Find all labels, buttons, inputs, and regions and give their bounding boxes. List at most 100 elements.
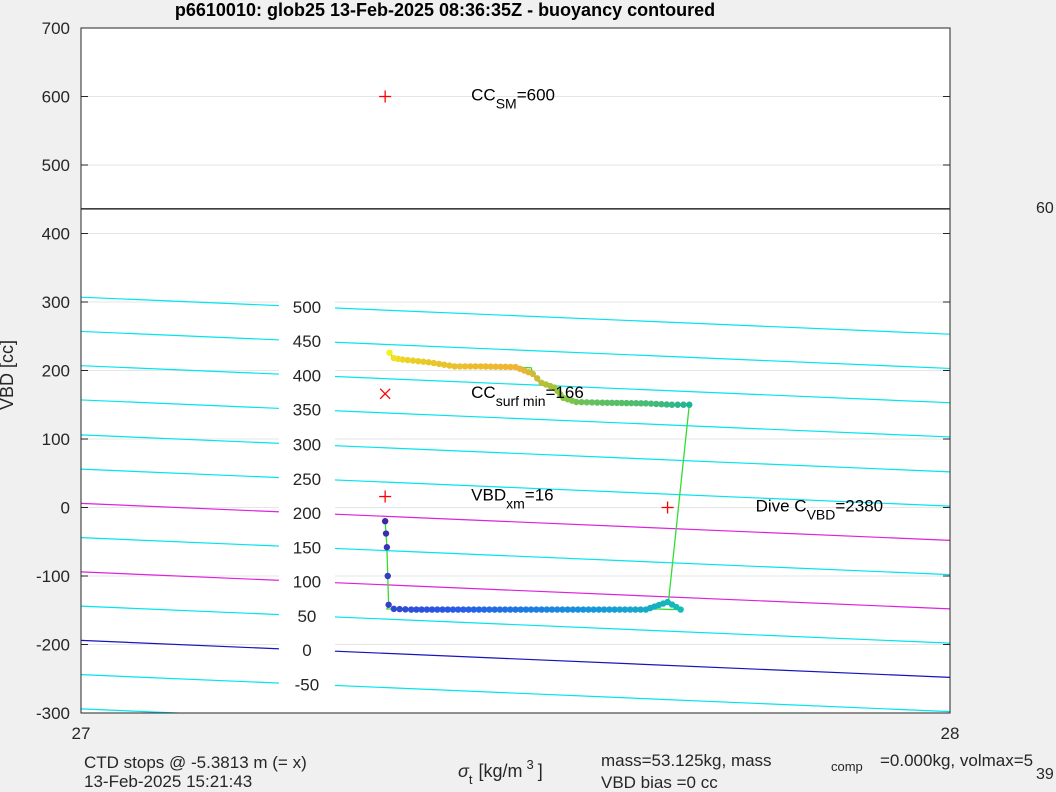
contour-line xyxy=(81,296,950,335)
contour-label: 0 xyxy=(302,641,311,660)
y-tick-label: 300 xyxy=(42,293,70,312)
contour-label: -50 xyxy=(295,675,320,694)
sink-dot xyxy=(382,530,390,537)
sink-dot xyxy=(486,606,493,613)
sink-dot xyxy=(496,606,504,613)
x-tick-label: 28 xyxy=(941,724,960,743)
y-tick-label: 100 xyxy=(42,430,70,449)
sink-dot xyxy=(538,606,545,613)
rise-dot xyxy=(451,363,458,370)
sink-dot xyxy=(481,606,488,613)
marker-label-part: =2380 xyxy=(835,497,883,516)
mass-volmax-note: =0.000kg, volmax=5 xyxy=(880,751,1034,770)
y-tick-label: 400 xyxy=(42,225,70,244)
sink-dot xyxy=(512,606,519,613)
sink-dot xyxy=(454,606,462,613)
sink-dot xyxy=(564,606,571,613)
sink-dot xyxy=(533,606,540,613)
contour-line xyxy=(81,639,950,678)
contour-label-bg xyxy=(278,296,335,317)
right-edge-label: 60 xyxy=(1036,200,1054,217)
rise-dot xyxy=(534,375,541,382)
rise-dot xyxy=(420,358,427,365)
contour-line xyxy=(81,605,950,644)
sink-dot xyxy=(396,605,403,613)
contour-line xyxy=(81,674,950,713)
sink-dot xyxy=(383,544,391,551)
contour-label-bg xyxy=(278,503,335,524)
x-label-sub: t xyxy=(469,772,473,787)
marker-label-part: Dive C xyxy=(756,497,807,516)
marker-label-part: CC xyxy=(471,383,496,402)
marker-label-sub: surf min xyxy=(496,393,546,409)
marker-label-part: =16 xyxy=(525,486,554,505)
contour-label-bg xyxy=(278,537,335,558)
marker-label-part: CC xyxy=(471,86,496,105)
y-tick-label: 500 xyxy=(42,156,70,175)
x-label-symbol: σ xyxy=(458,761,470,781)
contour-label: 150 xyxy=(293,538,321,557)
rise-dot xyxy=(599,399,606,406)
contour-line xyxy=(81,399,950,438)
sink-dot xyxy=(444,606,451,613)
x-label-close: ] xyxy=(538,761,543,781)
contour-label: 400 xyxy=(293,366,321,385)
rise-dot xyxy=(482,363,489,370)
rise-dot xyxy=(642,400,650,407)
marker-label: CCSM=600 xyxy=(471,86,555,112)
sink-dot xyxy=(423,606,431,613)
contour-line xyxy=(81,708,192,713)
contour-line xyxy=(81,365,950,404)
sink-dot xyxy=(616,606,623,613)
marker-x xyxy=(379,388,391,400)
contour-label: 50 xyxy=(297,607,316,626)
cut-number-note: 39 xyxy=(1036,766,1054,783)
rise-dot xyxy=(608,399,616,407)
contour-label: 200 xyxy=(293,504,321,523)
sink-dot xyxy=(470,606,477,613)
rise-dot xyxy=(492,363,499,370)
x-label-exp: 3 xyxy=(527,757,534,772)
sink-dot xyxy=(390,605,398,613)
sink-dot xyxy=(559,606,566,613)
x-tick-label: 27 xyxy=(72,724,91,743)
sink-dot xyxy=(439,606,446,613)
contour-line xyxy=(81,468,950,507)
marker-label-sub: SM xyxy=(496,96,517,112)
rise-dot xyxy=(409,357,417,364)
sink-dot xyxy=(491,606,498,613)
rise-dot xyxy=(414,357,422,365)
rise-dot xyxy=(497,363,504,370)
rise-dot xyxy=(472,363,479,370)
rise-dot xyxy=(538,379,545,387)
sink-dot xyxy=(621,606,629,613)
sink-dot xyxy=(595,606,603,613)
rise-dot xyxy=(647,400,655,407)
rise-dot xyxy=(435,360,443,368)
contour-label: 500 xyxy=(293,298,321,317)
sink-dot xyxy=(574,606,582,613)
sink-dot xyxy=(413,606,420,613)
sink-dot xyxy=(449,606,457,613)
rise-dot xyxy=(674,401,681,408)
sink-dot xyxy=(428,606,436,613)
sink-dot xyxy=(677,606,684,613)
sink-dot xyxy=(517,606,524,613)
y-axis-label: VBD [cc] xyxy=(0,340,17,410)
y-tick-label: -300 xyxy=(36,704,70,723)
contour-label-bg xyxy=(278,434,335,455)
rise-dot xyxy=(404,356,411,364)
sink-dot xyxy=(548,606,556,613)
contour-line xyxy=(81,502,950,541)
y-tick-label: -100 xyxy=(36,567,70,586)
contour-lines xyxy=(81,296,950,713)
mass-comp-subscript: comp xyxy=(831,759,863,774)
sink-dot xyxy=(385,601,392,608)
sink-dot xyxy=(381,518,389,525)
contour-label-bg xyxy=(278,468,335,489)
rise-dot xyxy=(680,401,687,408)
rise-dot xyxy=(632,400,640,407)
rise-dot xyxy=(461,363,469,370)
x-axis-label: σt [kg/m 3] xyxy=(458,757,543,787)
